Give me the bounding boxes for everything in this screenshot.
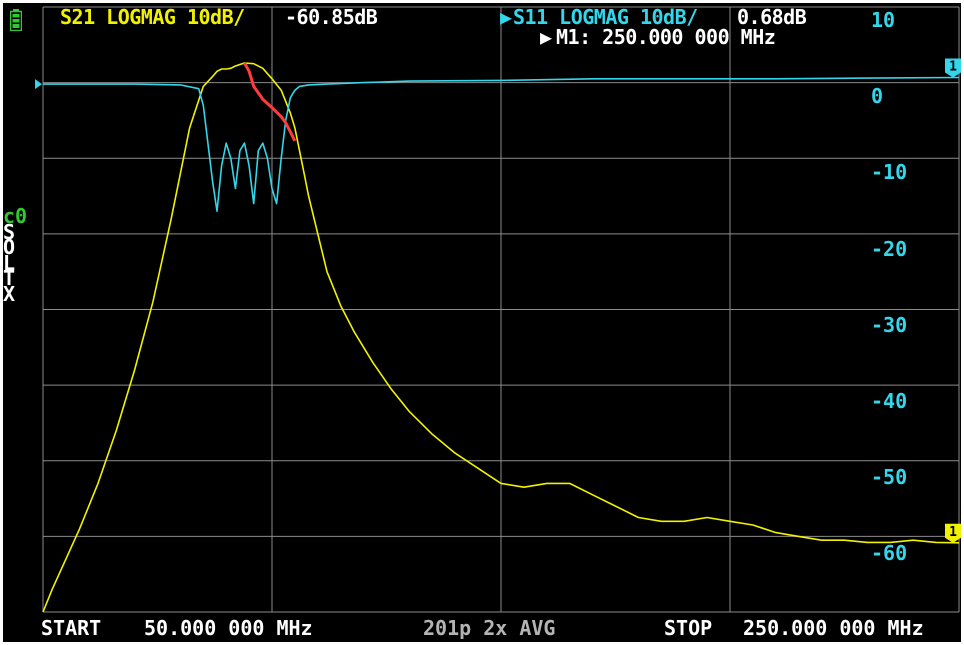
reference-arrow-icon — [35, 79, 42, 90]
y-tick: -50 — [871, 465, 908, 489]
points-average-status: 201p 2x AVG — [423, 616, 556, 640]
calibration-flag: X — [3, 281, 16, 306]
s11-trace-label[interactable]: S11 LOGMAG 10dB/ — [513, 5, 698, 29]
y-tick: -30 — [871, 313, 908, 337]
calibration-flag: L — [3, 250, 16, 275]
calibration-channel: c0 — [3, 204, 28, 228]
battery-icon — [10, 9, 22, 31]
y-tick: -60 — [871, 541, 908, 565]
s11-active-indicator: ▶ — [500, 5, 512, 29]
start-label[interactable]: START — [41, 616, 102, 640]
marker-indicator: ▶ — [540, 25, 552, 49]
s11-trace — [43, 76, 960, 212]
y-tick: -20 — [871, 237, 908, 261]
y-tick: -10 — [871, 160, 908, 184]
calibration-flag: T — [3, 266, 16, 290]
y-tick: -40 — [871, 389, 908, 413]
stop-frequency[interactable]: 250.000 000 MHz — [743, 616, 924, 640]
marker-s21-label: 1 — [949, 525, 957, 540]
stop-label[interactable]: STOP — [664, 616, 713, 640]
start-frequency[interactable]: 50.000 000 MHz — [144, 616, 313, 640]
calibration-flag: S — [3, 219, 16, 244]
s21-marker-value: -60.85dB — [285, 5, 378, 29]
calibration-flag: O — [3, 235, 16, 259]
sweep-footer: START 50.000 000 MHz 201p 2x AVG STOP 25… — [3, 615, 961, 642]
s11-marker-value: 0.68dB — [737, 5, 807, 29]
marker-m1-readout[interactable]: M1: 250.000 000 MHz — [556, 25, 776, 49]
plot-area: 11 — [35, 6, 961, 613]
s21-trace — [42, 62, 960, 613]
s21-trace-label[interactable]: S21 LOGMAG 10dB/ — [60, 5, 245, 29]
y-tick: 10 — [871, 8, 896, 32]
marker-s11-label: 1 — [949, 59, 957, 74]
stored-trace — [243, 62, 297, 142]
y-tick: 0 — [871, 84, 884, 108]
calibration-status[interactable]: c0 S O L T X — [3, 204, 28, 306]
marker-s11-icon — [945, 58, 961, 78]
marker-s21-icon — [945, 523, 961, 543]
